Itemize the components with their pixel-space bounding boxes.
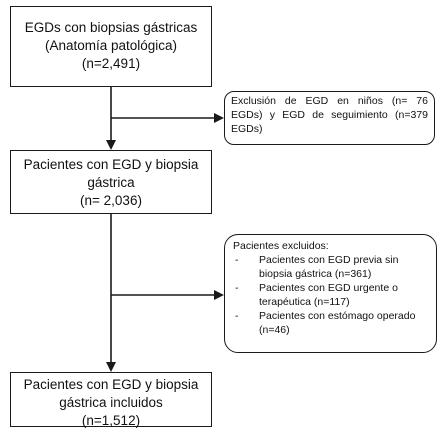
box2-line-1: Pacientes con EGD y biopsia <box>23 157 199 172</box>
box3-line-3: (n=1,512) <box>81 413 141 428</box>
box2-line-2: gástrica <box>87 175 135 190</box>
exclusion2-list: - Pacientes con EGD previa sin biopsia g… <box>233 253 430 337</box>
exclusion2-title: Pacientes excluidos: <box>233 240 329 252</box>
exclusion2-item: - Pacientes con EGD urgente o terapéutic… <box>233 281 430 309</box>
bullet-dash: - <box>235 254 239 266</box>
box1-line-3: (n=2,491) <box>81 56 141 71</box>
exclusion1-line-3: EGDs) <box>231 123 263 135</box>
exclusion-box-ninos-seguimiento: Exclusión de EGD en niños (n= 76 EGDs) y… <box>224 91 435 145</box>
box-pacientes-egd: Pacientes con EGD y biopsia gástrica (n=… <box>10 150 212 214</box>
exclusion2-item1-line-2: biopsia gástrica (n=361) <box>259 268 372 280</box>
exclusion2-item: - Pacientes con estómago operado (n=46) <box>233 309 430 337</box>
exclusion-box-pacientes-excluidos: Pacientes excluidos: - Pacientes con EGD… <box>224 234 437 353</box>
box3-line-2: gástrica incluidos <box>59 395 163 410</box>
box1-line-2: (Anatomía patológica) <box>44 38 178 53</box>
box-egds-biopsias: EGDs con biopsias gástricas (Anatomía pa… <box>10 6 212 87</box>
box1-line-1: EGDs con biopsias gástricas <box>24 20 198 35</box>
box2-line-3: (n= 2,036) <box>80 193 142 208</box>
bullet-dash: - <box>235 282 239 294</box>
exclusion2-item3-line-2: (n=46) <box>259 324 290 336</box>
exclusion1-line-2: EGDs) y EGD de seguimiento (n=379 <box>231 109 428 121</box>
exclusion2-item3-line-1: Pacientes con estómago operado <box>259 310 416 322</box>
bullet-dash: - <box>235 310 239 322</box>
exclusion2-item2-line-2: terapéutica (n=117) <box>259 296 350 308</box>
exclusion2-item1-line-1: Pacientes con EGD previa sin <box>259 254 399 266</box>
box-pacientes-incluidos: Pacientes con EGD y biopsia gástrica inc… <box>10 372 212 428</box>
exclusion2-item: - Pacientes con EGD previa sin biopsia g… <box>233 253 430 281</box>
exclusion2-item2-line-1: Pacientes con EGD urgente o <box>259 282 398 294</box>
exclusion1-line-1: Exclusión de EGD en niños (n= 76 <box>231 95 428 107</box>
box3-line-1: Pacientes con EGD y biopsia <box>23 377 199 392</box>
